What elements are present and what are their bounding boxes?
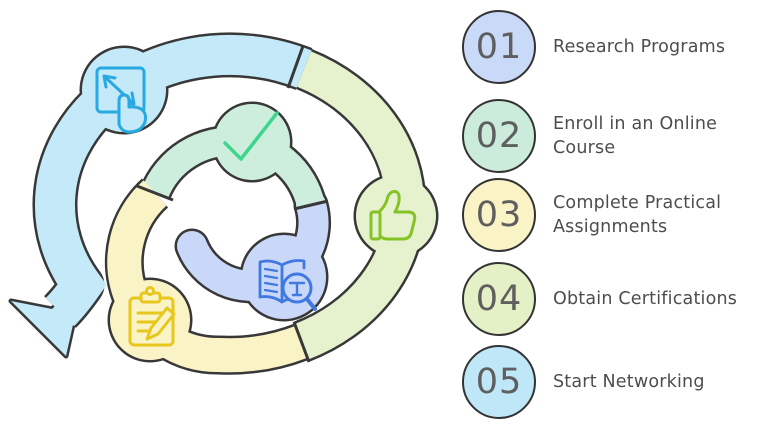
step-label: Obtain Certifications (553, 288, 738, 309)
clipboard-pencil (145, 306, 176, 341)
divider-certifications-networking (286, 45, 305, 89)
list-item: 01 Research Programs (462, 10, 762, 84)
segment-dividers (136, 45, 329, 363)
divider-assignments-certifications (292, 321, 311, 363)
spiral-diagram (8, 32, 439, 375)
divider-research-enroll (293, 199, 329, 211)
band-research (177, 190, 329, 301)
spiral-svg (8, 32, 439, 375)
band-certifications (294, 51, 424, 360)
step-number-badge: 02 (462, 99, 536, 173)
check-icon (223, 111, 279, 161)
arrow-head (11, 280, 83, 356)
spiral-color-layer (11, 34, 436, 373)
step-number-badge: 03 (462, 178, 536, 252)
tap-hand (117, 93, 148, 134)
band-enroll (142, 127, 325, 209)
thumb-cuff (369, 210, 382, 241)
expand-arrowhead-tl (102, 74, 117, 89)
expand-tap-icon (95, 66, 148, 134)
list-item: 04 Obtain Certifications (462, 262, 762, 336)
magnifier-handle (305, 297, 317, 311)
book-search-icon (258, 259, 317, 311)
list-item: 05 Start Networking (462, 345, 762, 419)
step-number-badge: 01 (462, 10, 536, 84)
clipboard-knob (145, 286, 155, 296)
step-label: Complete Practical Assignments (553, 192, 722, 237)
book-text-lines (263, 267, 279, 294)
step-label: Enroll in an Online Course (553, 113, 718, 158)
step-number-badge: 04 (462, 262, 536, 336)
clipboard-pencil-icon (128, 286, 176, 347)
thumb-hand (378, 190, 417, 241)
divider-enroll-assignments (136, 184, 174, 202)
list-item: 03 Complete Practical Assignments (462, 178, 762, 252)
step-label: Start Networking (553, 371, 705, 392)
step-number-badge: 05 (462, 345, 536, 419)
magnifier-letter-t (288, 281, 306, 297)
step-label: Research Programs (553, 36, 726, 57)
list-item: 02 Enroll in an Online Course (462, 99, 762, 173)
book-left-page (258, 259, 284, 304)
thumbs-up-icon (369, 190, 417, 241)
step-list: 01 Research Programs 02 Enroll in an Onl… (462, 0, 768, 434)
